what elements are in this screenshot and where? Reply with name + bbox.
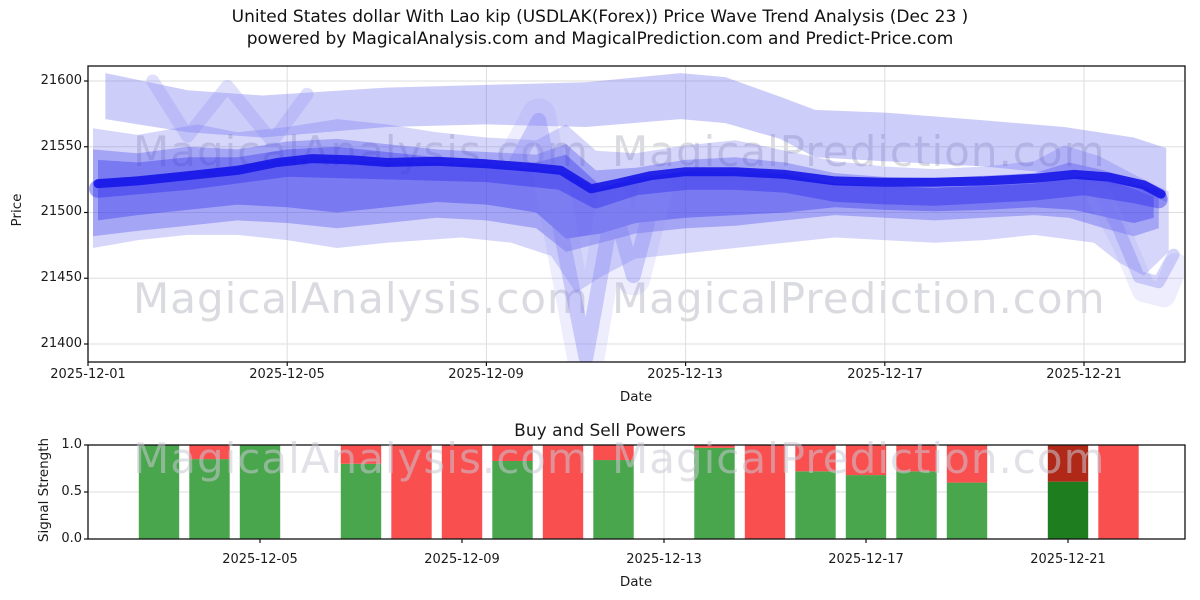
signal-xtick-dec05: 2025-12-05 bbox=[222, 552, 298, 567]
buy-power-bar bbox=[138, 445, 180, 539]
sell-power-bar bbox=[845, 445, 887, 476]
price-wave-ribbon bbox=[1092, 185, 1180, 289]
buy-power-bar bbox=[1047, 481, 1089, 539]
price-wave-band bbox=[105, 73, 1167, 202]
sell-power-bar bbox=[1047, 445, 1089, 482]
buy-power-bar bbox=[795, 471, 836, 539]
watermark-analysis-row2: MagicalAnalysis.com bbox=[133, 274, 589, 323]
sell-power-bar bbox=[896, 445, 937, 472]
signal-xtick-dec13: 2025-12-13 bbox=[626, 552, 702, 567]
price-wave-ribbon bbox=[508, 112, 664, 362]
price-ytick-21550: 21550 bbox=[40, 139, 82, 154]
price-ytick-21450: 21450 bbox=[40, 270, 82, 285]
sell-power-bar bbox=[542, 445, 584, 539]
buy-power-bar bbox=[845, 475, 887, 539]
watermark-analysis-row3: MagicalAnalysis.com bbox=[133, 434, 589, 483]
price-xtick-dec01: 2025-12-01 bbox=[50, 367, 126, 382]
signal-xtick-dec21: 2025-12-21 bbox=[1030, 552, 1106, 567]
price-wave-ribbon bbox=[1086, 184, 1185, 308]
sell-power-bar bbox=[1098, 445, 1139, 539]
buy-power-bar bbox=[593, 460, 634, 539]
price-xtick-dec13: 2025-12-13 bbox=[647, 367, 723, 382]
sell-power-bar bbox=[391, 445, 432, 539]
price-xtick-dec17: 2025-12-17 bbox=[847, 367, 923, 382]
price-y-axis-label: Price bbox=[9, 193, 25, 227]
watermark-prediction-row2: MagicalPrediction.com bbox=[612, 274, 1106, 323]
sell-power-bar bbox=[593, 445, 634, 461]
price-plot-area bbox=[88, 66, 1185, 362]
price-ytick-21600: 21600 bbox=[40, 73, 82, 88]
signal-plot-area bbox=[88, 445, 1185, 539]
price-plot-border bbox=[87, 65, 1186, 363]
price-wave-ribbon bbox=[146, 74, 314, 148]
sell-power-bar bbox=[340, 445, 382, 464]
price-ytick-21400: 21400 bbox=[40, 336, 82, 351]
signal-xtick-dec09: 2025-12-09 bbox=[424, 552, 500, 567]
price-trend-line bbox=[93, 154, 1166, 199]
sell-power-bar bbox=[744, 445, 786, 539]
buy-power-bar bbox=[694, 447, 735, 539]
signal-chart-title: Buy and Sell Powers bbox=[514, 421, 686, 441]
figure-title-line2: powered by MagicalAnalysis.com and Magic… bbox=[246, 29, 954, 49]
signal-ytick-1: 1.0 bbox=[61, 437, 82, 452]
price-wave-band bbox=[93, 138, 1159, 252]
signal-ytick-05: 0.5 bbox=[61, 484, 82, 499]
sell-power-bar bbox=[189, 445, 230, 460]
signal-xtick-dec17: 2025-12-17 bbox=[828, 552, 904, 567]
sell-power-bar bbox=[795, 445, 836, 472]
price-xtick-dec21: 2025-12-21 bbox=[1046, 367, 1122, 382]
sell-power-bar bbox=[492, 445, 533, 461]
sell-power-bar bbox=[441, 445, 483, 539]
price-wave-band bbox=[98, 146, 1154, 239]
watermark-prediction-row3: MagicalPrediction.com bbox=[612, 434, 1106, 483]
buy-power-bar bbox=[946, 482, 988, 539]
price-xtick-dec09: 2025-12-09 bbox=[448, 367, 524, 382]
sell-power-bar bbox=[946, 445, 988, 483]
price-xtick-dec05: 2025-12-05 bbox=[249, 367, 325, 382]
price-x-axis-label: Date bbox=[619, 389, 653, 405]
price-ytick-21500: 21500 bbox=[40, 204, 82, 219]
price-wave-ribbon bbox=[499, 98, 673, 362]
signal-x-axis-label: Date bbox=[619, 574, 653, 590]
sell-power-bar bbox=[694, 445, 735, 448]
buy-power-bar bbox=[239, 445, 281, 539]
buy-power-bar bbox=[340, 463, 382, 539]
buy-power-bar bbox=[189, 459, 230, 539]
buy-power-bar bbox=[896, 471, 937, 539]
figure-title: United States dollar With Lao kip (USDLA… bbox=[0, 6, 1200, 50]
price-wave-ribbon bbox=[89, 158, 1168, 209]
buy-power-bar bbox=[492, 460, 533, 539]
figure-title-line1: United States dollar With Lao kip (USDLA… bbox=[231, 7, 969, 27]
signal-ytick-0: 0.0 bbox=[61, 531, 82, 546]
